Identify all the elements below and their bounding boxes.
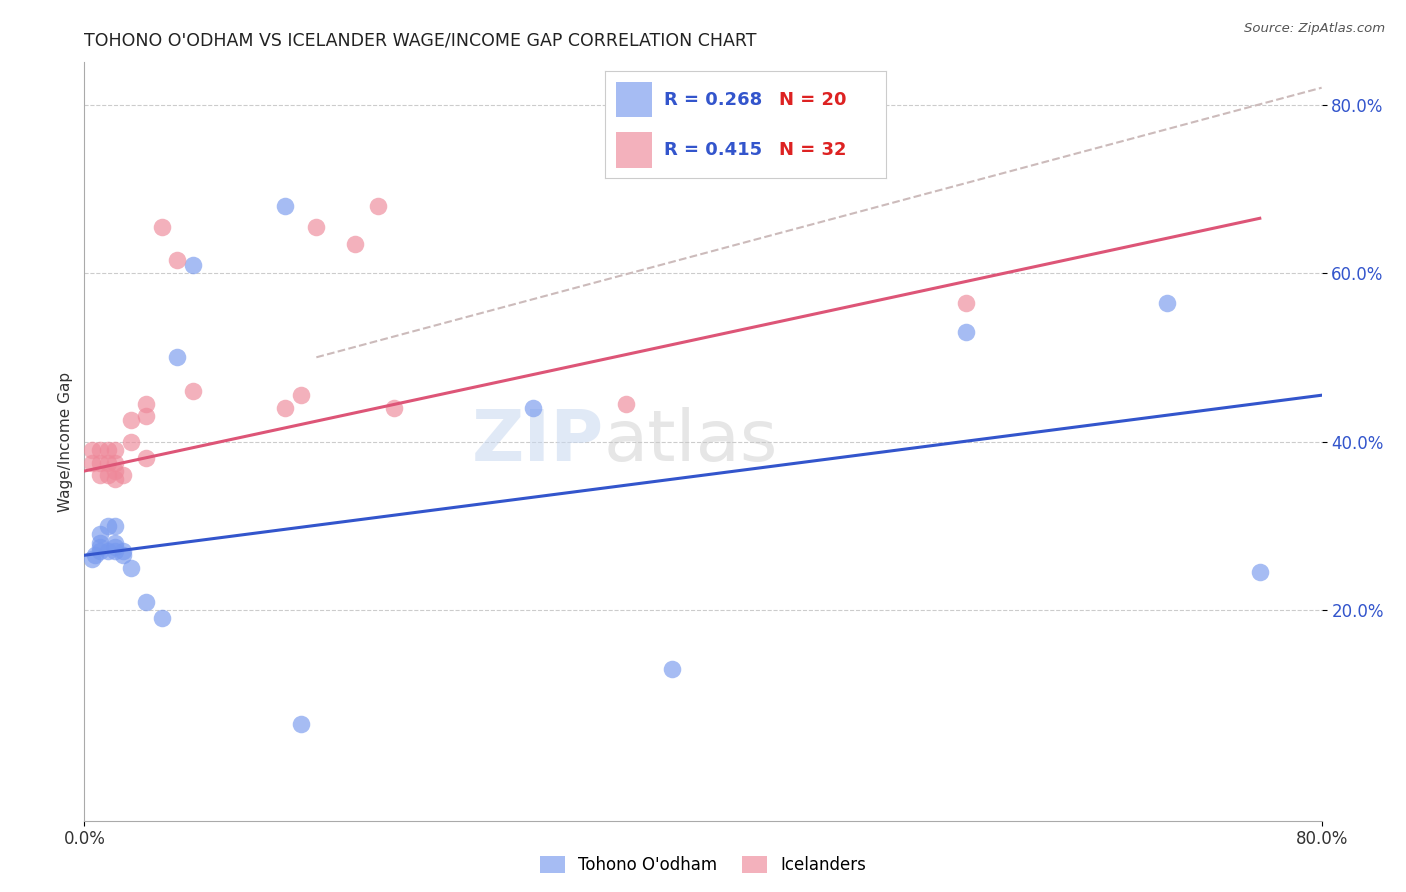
Point	[96, 544, 118, 558]
Point	[104, 535, 127, 549]
Point	[104, 473, 127, 487]
Y-axis label: Wage/Income Gap: Wage/Income Gap	[58, 371, 73, 512]
Text: TOHONO O'ODHAM VS ICELANDER WAGE/INCOME GAP CORRELATION CHART: TOHONO O'ODHAM VS ICELANDER WAGE/INCOME …	[84, 32, 756, 50]
Point	[89, 442, 111, 457]
Point	[120, 561, 142, 575]
Point	[120, 434, 142, 449]
Point	[104, 540, 127, 554]
Point	[112, 548, 135, 563]
Point	[614, 396, 637, 410]
Point	[104, 456, 127, 470]
Point	[305, 219, 328, 234]
Point	[166, 253, 188, 268]
Point	[96, 468, 118, 483]
Point	[1156, 295, 1178, 310]
Point	[135, 409, 157, 424]
Point	[120, 413, 142, 427]
Point	[89, 540, 111, 554]
FancyBboxPatch shape	[616, 132, 652, 168]
Point	[955, 325, 977, 339]
Point	[135, 451, 157, 466]
Text: Source: ZipAtlas.com: Source: ZipAtlas.com	[1244, 22, 1385, 36]
Point	[1249, 565, 1271, 579]
Point	[82, 456, 104, 470]
Point	[181, 384, 204, 398]
Point	[135, 594, 157, 608]
Point	[274, 401, 297, 415]
Point	[104, 518, 127, 533]
Point	[89, 544, 111, 558]
Point	[274, 199, 297, 213]
Point	[104, 464, 127, 478]
Point	[84, 548, 107, 563]
Point	[166, 351, 188, 365]
Point	[382, 401, 405, 415]
Point	[522, 401, 544, 415]
Point	[290, 388, 312, 402]
Point	[89, 527, 111, 541]
Point	[104, 442, 127, 457]
Point	[367, 199, 389, 213]
Text: atlas: atlas	[605, 407, 779, 476]
Point	[82, 442, 104, 457]
Point	[150, 219, 173, 234]
Point	[89, 468, 111, 483]
Point	[82, 552, 104, 566]
Point	[661, 662, 683, 676]
Point	[89, 456, 111, 470]
Point	[955, 295, 977, 310]
Text: N = 32: N = 32	[779, 141, 846, 159]
Point	[112, 468, 135, 483]
Point	[96, 456, 118, 470]
FancyBboxPatch shape	[616, 82, 652, 118]
Point	[89, 535, 111, 549]
Legend: Tohono O'odham, Icelanders: Tohono O'odham, Icelanders	[533, 849, 873, 880]
Point	[96, 442, 118, 457]
Point	[135, 396, 157, 410]
Text: R = 0.415: R = 0.415	[664, 141, 762, 159]
Point	[150, 611, 173, 625]
Point	[96, 518, 118, 533]
Point	[104, 544, 127, 558]
Text: ZIP: ZIP	[472, 407, 605, 476]
Point	[343, 236, 366, 251]
Point	[290, 716, 312, 731]
Text: N = 20: N = 20	[779, 91, 846, 109]
Text: R = 0.268: R = 0.268	[664, 91, 762, 109]
Point	[112, 544, 135, 558]
Point	[181, 258, 204, 272]
